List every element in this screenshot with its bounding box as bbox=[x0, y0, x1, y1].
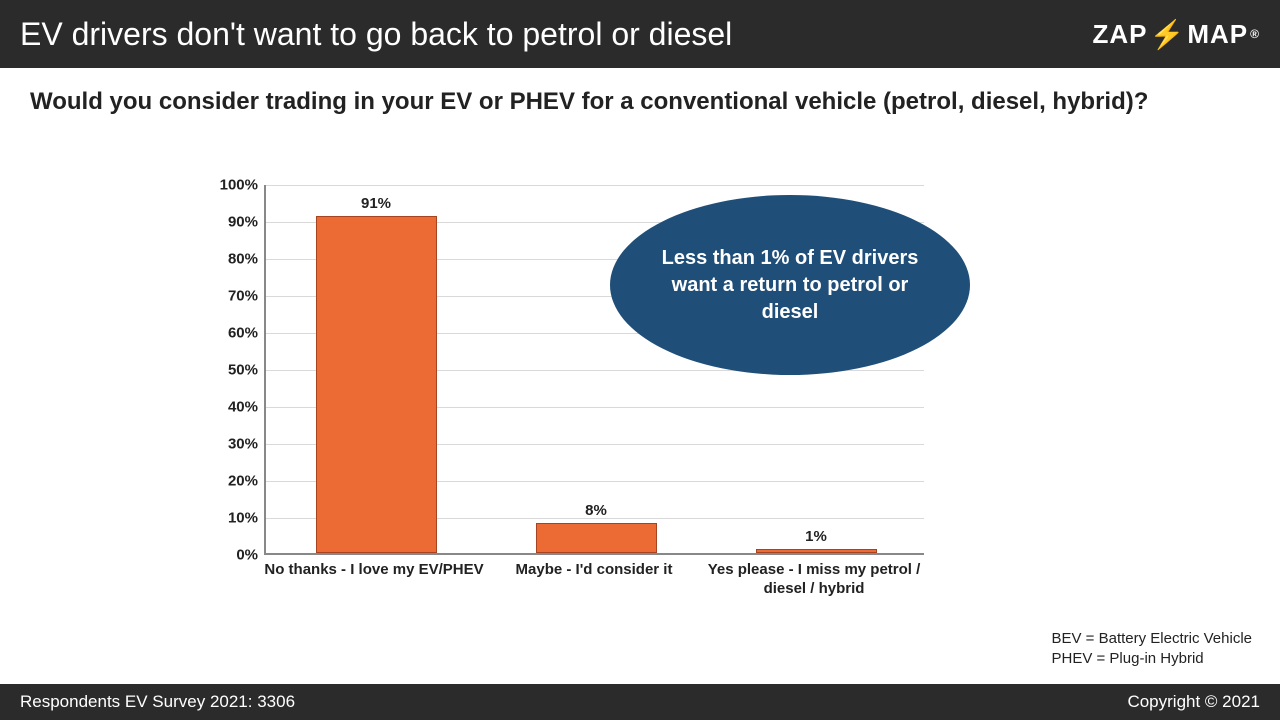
note-phev: PHEV = Plug-in Hybrid bbox=[1051, 649, 1252, 669]
y-axis-tick: 70% bbox=[212, 288, 258, 305]
survey-question: Would you consider trading in your EV or… bbox=[30, 88, 1250, 116]
category-label: Yes please - I miss my petrol / diesel /… bbox=[704, 561, 924, 599]
content-area: Would you consider trading in your EV or… bbox=[0, 68, 1280, 116]
callout-text: Less than 1% of EV drivers want a return… bbox=[655, 245, 925, 326]
y-axis-tick: 90% bbox=[212, 214, 258, 231]
chart-gridline bbox=[266, 185, 924, 186]
y-axis-tick: 10% bbox=[212, 510, 258, 527]
category-label: Maybe - I'd consider it bbox=[484, 561, 704, 580]
bar-value-label: 91% bbox=[317, 195, 436, 212]
logo-text-zap: ZAP bbox=[1093, 19, 1148, 50]
y-axis-tick: 100% bbox=[212, 177, 258, 194]
chart-bar: 91% bbox=[316, 216, 437, 553]
registered-mark: ® bbox=[1250, 27, 1260, 41]
y-axis-tick: 30% bbox=[212, 436, 258, 453]
callout-bubble: Less than 1% of EV drivers want a return… bbox=[610, 195, 970, 375]
logo-text-map: MAP bbox=[1187, 19, 1248, 50]
footer-respondents: Respondents EV Survey 2021: 3306 bbox=[20, 692, 295, 712]
footer-bar: Respondents EV Survey 2021: 3306 Copyrig… bbox=[0, 684, 1280, 720]
abbreviation-notes: BEV = Battery Electric Vehicle PHEV = Pl… bbox=[1051, 629, 1252, 668]
y-axis-tick: 40% bbox=[212, 399, 258, 416]
y-axis-tick: 50% bbox=[212, 362, 258, 379]
footer-copyright: Copyright © 2021 bbox=[1127, 692, 1260, 712]
header-bar: EV drivers don't want to go back to petr… bbox=[0, 0, 1280, 68]
bar-value-label: 1% bbox=[757, 528, 876, 545]
note-bev: BEV = Battery Electric Vehicle bbox=[1051, 629, 1252, 649]
y-axis-tick: 80% bbox=[212, 251, 258, 268]
y-axis-tick: 0% bbox=[212, 547, 258, 564]
lightning-bolt-icon: ⚡ bbox=[1150, 18, 1186, 51]
chart-bar: 8% bbox=[536, 523, 657, 553]
bar-value-label: 8% bbox=[537, 502, 656, 519]
brand-logo: ZAP ⚡ MAP ® bbox=[1093, 18, 1261, 51]
category-label: No thanks - I love my EV/PHEV bbox=[264, 561, 484, 580]
slide-title: EV drivers don't want to go back to petr… bbox=[20, 16, 732, 53]
y-axis-tick: 20% bbox=[212, 473, 258, 490]
chart-bar: 1% bbox=[756, 549, 877, 553]
y-axis-tick: 60% bbox=[212, 325, 258, 342]
